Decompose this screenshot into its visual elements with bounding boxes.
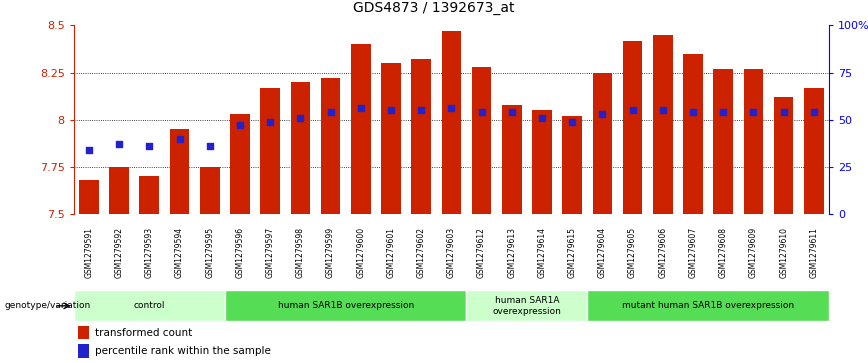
Bar bbox=[588, 290, 829, 321]
Bar bbox=[773, 97, 793, 214]
Point bbox=[626, 107, 640, 113]
Point bbox=[656, 107, 670, 113]
Text: GSM1279594: GSM1279594 bbox=[175, 227, 184, 278]
Bar bbox=[411, 60, 431, 214]
Point bbox=[142, 143, 156, 149]
Bar bbox=[169, 129, 189, 214]
Point bbox=[203, 143, 217, 149]
Point bbox=[777, 109, 791, 115]
Point bbox=[233, 123, 247, 129]
Bar bbox=[140, 176, 159, 214]
Bar bbox=[713, 69, 733, 214]
Point bbox=[444, 106, 458, 111]
Text: GSM1279603: GSM1279603 bbox=[447, 227, 456, 278]
Point bbox=[354, 106, 368, 111]
Text: human SAR1B overexpression: human SAR1B overexpression bbox=[278, 301, 414, 310]
Point bbox=[324, 109, 338, 115]
Text: GSM1279596: GSM1279596 bbox=[235, 227, 245, 278]
Text: GSM1279615: GSM1279615 bbox=[568, 227, 576, 278]
Bar bbox=[260, 88, 280, 214]
Bar bbox=[230, 114, 250, 214]
Bar bbox=[200, 167, 220, 214]
Text: transformed count: transformed count bbox=[95, 327, 192, 338]
Text: GSM1279612: GSM1279612 bbox=[477, 227, 486, 278]
Point bbox=[475, 109, 489, 115]
Text: GSM1279595: GSM1279595 bbox=[205, 227, 214, 278]
Bar bbox=[562, 116, 582, 214]
Bar bbox=[79, 180, 99, 214]
Point bbox=[82, 147, 95, 153]
Text: human SAR1A
overexpression: human SAR1A overexpression bbox=[492, 296, 562, 315]
Text: GSM1279607: GSM1279607 bbox=[688, 227, 698, 278]
Bar bbox=[320, 78, 340, 214]
Bar bbox=[683, 54, 703, 214]
Point bbox=[535, 115, 549, 121]
Bar bbox=[532, 110, 552, 214]
Bar bbox=[653, 35, 673, 214]
Bar bbox=[225, 290, 466, 321]
Text: GSM1279600: GSM1279600 bbox=[356, 227, 365, 278]
Bar bbox=[744, 69, 763, 214]
Bar bbox=[77, 344, 89, 358]
Text: GSM1279608: GSM1279608 bbox=[719, 227, 727, 278]
Text: GSM1279591: GSM1279591 bbox=[84, 227, 94, 278]
Bar bbox=[442, 31, 461, 214]
Point bbox=[384, 107, 398, 113]
Bar bbox=[471, 67, 491, 214]
Point bbox=[263, 119, 277, 125]
Bar bbox=[502, 105, 522, 214]
Bar bbox=[351, 44, 371, 214]
Text: GSM1279592: GSM1279592 bbox=[115, 227, 123, 278]
Point bbox=[716, 109, 730, 115]
Text: GSM1279597: GSM1279597 bbox=[266, 227, 274, 278]
Text: genotype/variation: genotype/variation bbox=[4, 301, 90, 310]
Point bbox=[112, 142, 126, 147]
Text: GSM1279598: GSM1279598 bbox=[296, 227, 305, 278]
Bar bbox=[466, 290, 588, 321]
Bar bbox=[804, 88, 824, 214]
Point bbox=[173, 136, 187, 142]
Bar bbox=[291, 82, 310, 214]
Text: GSM1279605: GSM1279605 bbox=[628, 227, 637, 278]
Bar bbox=[622, 41, 642, 214]
Text: control: control bbox=[134, 301, 165, 310]
Text: percentile rank within the sample: percentile rank within the sample bbox=[95, 346, 271, 356]
Text: GSM1279604: GSM1279604 bbox=[598, 227, 607, 278]
Text: GSM1279609: GSM1279609 bbox=[749, 227, 758, 278]
Text: GSM1279593: GSM1279593 bbox=[145, 227, 154, 278]
Text: GSM1279606: GSM1279606 bbox=[658, 227, 667, 278]
Bar bbox=[74, 290, 225, 321]
Point bbox=[746, 109, 760, 115]
Point bbox=[807, 109, 821, 115]
Point bbox=[595, 111, 609, 117]
Text: GDS4873 / 1392673_at: GDS4873 / 1392673_at bbox=[353, 0, 515, 15]
Text: GSM1279602: GSM1279602 bbox=[417, 227, 425, 278]
Point bbox=[293, 115, 307, 121]
Point bbox=[686, 109, 700, 115]
Text: GSM1279601: GSM1279601 bbox=[386, 227, 396, 278]
Bar bbox=[109, 167, 129, 214]
Point bbox=[505, 109, 519, 115]
Text: mutant human SAR1B overexpression: mutant human SAR1B overexpression bbox=[622, 301, 794, 310]
Bar bbox=[593, 73, 612, 214]
Point bbox=[414, 107, 428, 113]
Bar bbox=[77, 326, 89, 339]
Point bbox=[565, 119, 579, 125]
Text: GSM1279611: GSM1279611 bbox=[809, 227, 819, 278]
Text: GSM1279613: GSM1279613 bbox=[507, 227, 516, 278]
Bar bbox=[381, 63, 401, 214]
Text: GSM1279599: GSM1279599 bbox=[326, 227, 335, 278]
Text: GSM1279610: GSM1279610 bbox=[779, 227, 788, 278]
Text: GSM1279614: GSM1279614 bbox=[537, 227, 547, 278]
